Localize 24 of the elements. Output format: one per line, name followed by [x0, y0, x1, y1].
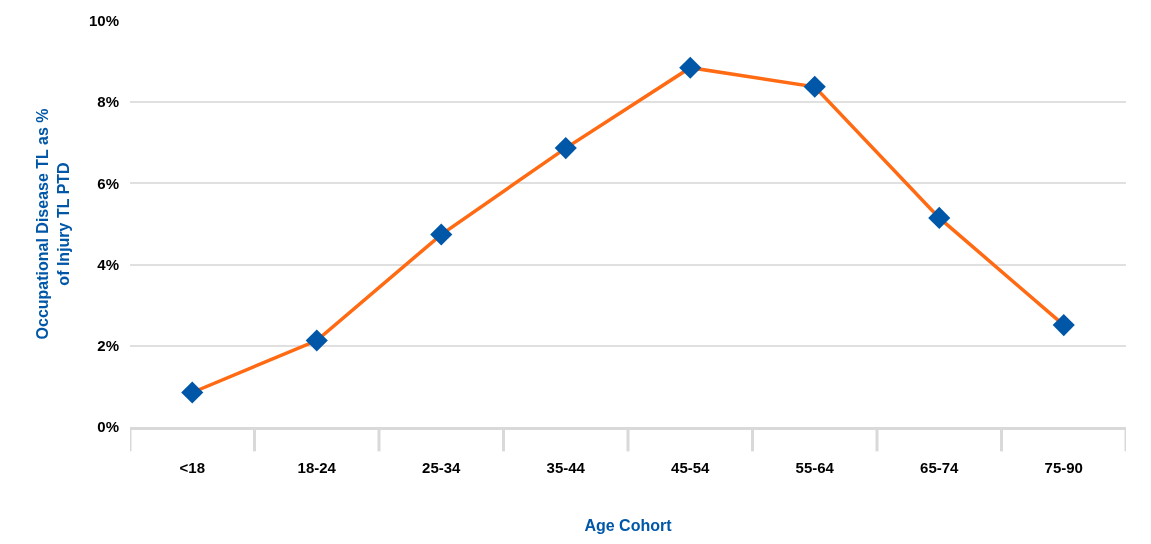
point [928, 206, 951, 229]
y-tick-label: 0% [97, 418, 119, 436]
point [430, 223, 453, 246]
point [679, 56, 702, 79]
point [305, 329, 328, 352]
y-tick-label: 2% [97, 337, 119, 355]
y-tick-label: 8% [97, 93, 119, 111]
point [181, 381, 204, 404]
x-tick-label: 25-34 [422, 459, 462, 476]
x-tick-label: 65-74 [920, 459, 960, 476]
x-tick-label: 18-24 [297, 459, 337, 476]
x-tick-label: <18 [179, 459, 205, 476]
y-tick-label: 6% [97, 174, 119, 192]
x-tick-label: 75-90 [1044, 459, 1083, 476]
point [1052, 314, 1075, 337]
point [803, 75, 826, 98]
y-tick-label: 10% [88, 12, 119, 30]
y-tick-label: 4% [97, 255, 119, 273]
x-tick-label: 35-44 [546, 459, 586, 476]
x-tick-label: 45-54 [671, 459, 711, 476]
x-tick-label: 55-64 [795, 459, 835, 476]
x-axis-title: Age Cohort [584, 516, 673, 534]
point [554, 137, 577, 160]
y-axis-title: Occupational Disease TL as % of Injury TL PTD [34, 108, 72, 340]
